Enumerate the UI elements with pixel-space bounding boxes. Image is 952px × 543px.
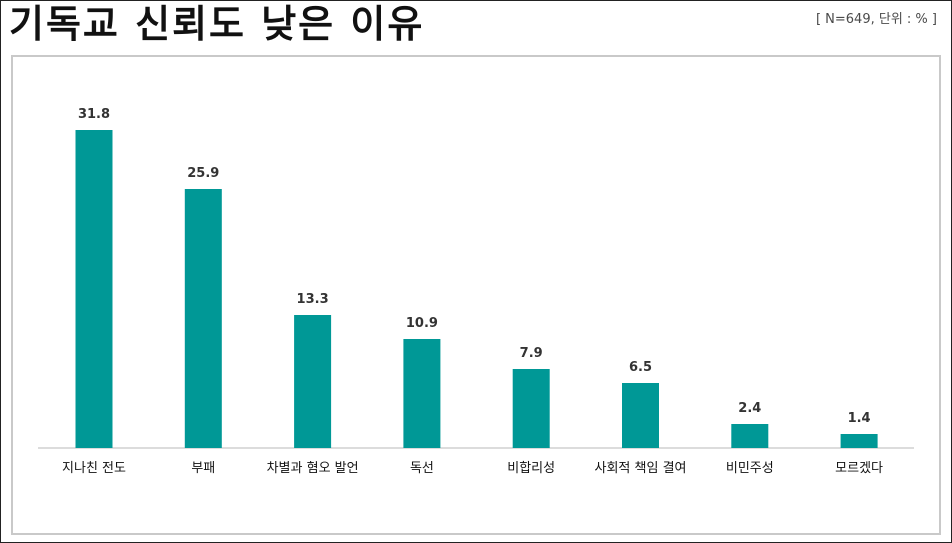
value-label-8: 1.4 [848,411,871,426]
bar-3 [294,315,332,448]
value-label-7: 2.4 [738,401,761,416]
category-label-2: 부패 [191,461,215,476]
bar-7 [731,424,769,448]
value-label-5: 7.9 [520,346,543,361]
bar-4 [403,339,441,448]
chart-title: 기독교 신뢰도 낮은 이유 [9,2,425,46]
bar-8 [840,434,878,448]
category-label-5: 비합리성 [507,461,555,476]
bar-5 [512,369,550,448]
category-label-1: 지나친 전도 [62,461,126,476]
chart-area [11,55,941,535]
category-label-4: 독선 [410,461,434,476]
bar-6 [622,383,659,448]
category-label-8: 모르겠다 [835,461,883,476]
bar-1 [75,130,113,448]
value-label-1: 31.8 [78,107,110,122]
category-label-7: 비민주성 [726,461,774,476]
value-label-2: 25.9 [187,166,219,181]
bar-2 [184,189,222,448]
category-label-3: 차별과 혐오 발언 [267,461,359,476]
value-label-4: 10.9 [406,316,438,331]
sample-unit-note: [ N=649, 단위 : % ] [815,12,937,27]
value-label-3: 13.3 [297,292,329,307]
value-label-6: 6.5 [629,360,652,375]
category-label-6: 사회적 책임 결여 [595,461,687,476]
